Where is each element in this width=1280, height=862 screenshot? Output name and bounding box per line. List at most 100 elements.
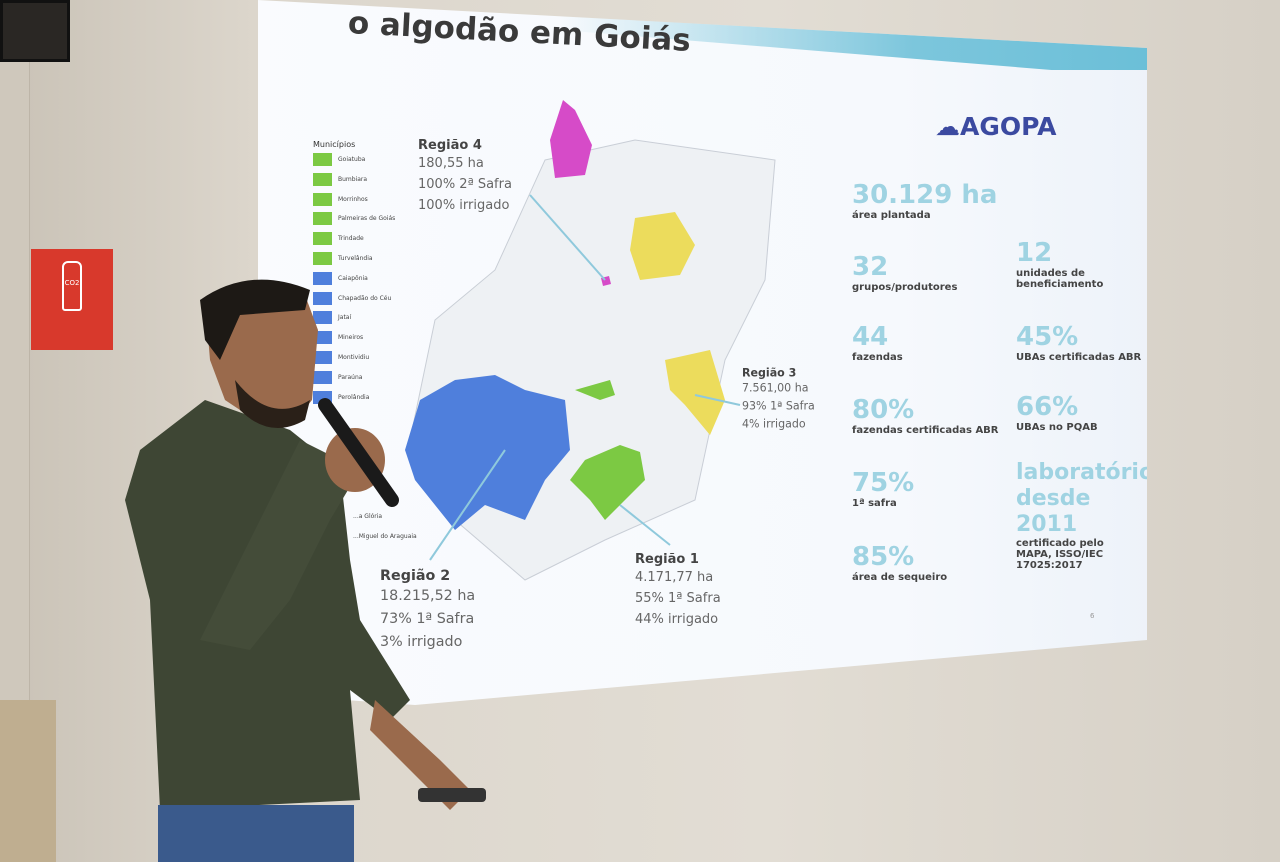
stat-label: unidades de beneficiamento: [1016, 268, 1104, 290]
legend-item: Turvelândia: [313, 252, 373, 265]
legend-item: Palmeiras de Goiás: [313, 212, 396, 226]
tv-screen: [0, 0, 70, 62]
legend-label: Perolândia: [338, 393, 370, 401]
goias-map: [405, 100, 776, 581]
legend-label: Jataí: [338, 314, 352, 322]
legend-swatch: [313, 172, 332, 186]
legend-swatch: [313, 331, 332, 345]
region-1-label: Região 1 4.171,77 ha 55% 1ª Safra 44% ir…: [635, 552, 721, 630]
stat-label: certificado pelo MAPA, ISSO/IEC 17025:20…: [1016, 538, 1104, 571]
region-name: Região 3: [742, 367, 797, 380]
legend-label: Chapadão do Céu: [338, 294, 392, 302]
legend-swatch: [313, 153, 332, 166]
presenter-arm: [200, 440, 360, 650]
legend-swatch: [313, 252, 332, 265]
legend-label: Bumbiara: [338, 175, 368, 183]
agopa-logo: ☁AGOPA: [935, 112, 1057, 141]
stat-item: 75% 1ª safra: [852, 468, 1012, 509]
stat-label: 1ª safra: [852, 498, 897, 509]
region-irrigation: 100% irrigado: [418, 198, 510, 213]
stat-label: UBAs no PQAB: [1016, 422, 1098, 433]
region-4-label: Região 4 180,55 ha 100% 2ª Safra 100% ir…: [418, 138, 512, 216]
stat-item: 32 grupos/produtores: [852, 252, 1012, 293]
region-area: 4.171,77 ha: [635, 570, 714, 585]
region-3-shape: [665, 350, 725, 435]
region-area: 180,55 ha: [418, 156, 484, 171]
legend-item: Morrinhos: [313, 192, 368, 206]
legend-partial: ...Miguel do Araguaia: [353, 533, 417, 540]
legend-swatch: [313, 291, 332, 305]
stat-item: laboratório desde 2011 certificado pelo M…: [1016, 460, 1155, 571]
region-1-shape: [570, 380, 645, 520]
region-4-shape: [550, 100, 592, 178]
legend-label: Goiatuba: [338, 156, 366, 163]
region-irrigation: 44% irrigado: [635, 612, 719, 627]
region-name: Região 2: [380, 568, 451, 585]
legend-swatch: [313, 370, 332, 384]
region-3-label: Região 3 7.561,00 ha 93% 1ª Safra 4% irr…: [742, 367, 815, 433]
stat-label: fazendas certificadas ABR: [852, 425, 999, 436]
legend-item: Jataí: [313, 311, 352, 325]
region-safra: 100% 2ª Safra: [418, 177, 512, 192]
sign-label: CO2: [64, 279, 80, 287]
region-north-shape: [630, 212, 695, 280]
legend-item: Montividiu: [313, 351, 369, 364]
legend-item: Chapadão do Céu: [313, 291, 392, 305]
legend-label: Palmeiras de Goiás: [338, 215, 396, 223]
stat-item: 44 fazendas: [852, 322, 1012, 363]
stat-value: 66%: [1016, 392, 1079, 422]
stat-value: 12: [1016, 238, 1053, 268]
presenter-hair: [200, 279, 310, 360]
stat-item: 12 unidades de beneficiamento: [1016, 238, 1126, 290]
legend-label: Mineiros: [338, 334, 364, 342]
stat-label: área plantada: [852, 210, 931, 221]
stat-label: fazendas: [852, 352, 903, 363]
legend-label: Trindade: [338, 235, 364, 243]
legend-swatch: [313, 351, 332, 364]
legend-label: Turvelândia: [338, 255, 373, 262]
legend-item: Trindade: [313, 232, 364, 246]
stat-value: 32: [852, 252, 889, 282]
page-number: 6: [1090, 612, 1095, 620]
legend-swatch: [313, 192, 332, 206]
presenter-jeans: [158, 805, 354, 862]
legend-item: Goiatuba: [313, 153, 365, 166]
stat-value: 75%: [852, 468, 915, 498]
stat-value: 45%: [1016, 322, 1079, 352]
region-2-label: Região 2 18.215,52 ha 73% 1ª Safra 3% ir…: [380, 568, 475, 654]
legend-swatch: [313, 212, 332, 226]
region-name: Região 4: [418, 138, 482, 153]
legend-swatch: [313, 232, 332, 246]
region-area: 18.215,52 ha: [380, 587, 476, 605]
stat-value: 44: [852, 322, 889, 352]
remote-clicker: [418, 788, 486, 802]
region-irrigation: 4% irrigado: [742, 418, 806, 431]
stat-item: 66% UBAs no PQAB: [1016, 392, 1147, 433]
presenter-forearm: [370, 700, 470, 810]
legend-swatch: [313, 271, 332, 285]
region-safra: 55% 1ª Safra: [635, 591, 721, 606]
stat-value: 85%: [852, 542, 915, 572]
logo-text: AGOPA: [960, 112, 1057, 141]
legend-item: Bumbiara: [313, 172, 368, 186]
region-area: 7.561,00 ha: [742, 382, 809, 396]
stat-label: UBAs certificadas ABR: [1016, 352, 1142, 363]
stat-value: 80%: [852, 395, 915, 425]
stat-value: laboratório desde 2011: [1016, 460, 1155, 537]
fire-extinguisher-sign: CO2: [31, 249, 113, 350]
stat-item: 85% área de sequeiro: [852, 542, 1012, 583]
stat-label: área de sequeiro: [852, 572, 948, 583]
legend-item: Caiapônia: [313, 271, 368, 285]
cabinet: [0, 700, 56, 862]
stat-item: 45% UBAs certificadas ABR: [1016, 322, 1147, 363]
legend-label: Paraúna: [338, 373, 363, 381]
stat-label: grupos/produtores: [852, 282, 958, 293]
stat-item: 30.129 ha área plantada: [852, 180, 1012, 221]
legend-item: Mineiros: [313, 331, 364, 345]
legend-swatch: [313, 311, 332, 325]
legend-item: Paraúna: [313, 370, 363, 384]
legend-label: Morrinhos: [338, 195, 368, 203]
legend-label: Caiapônia: [338, 274, 368, 282]
